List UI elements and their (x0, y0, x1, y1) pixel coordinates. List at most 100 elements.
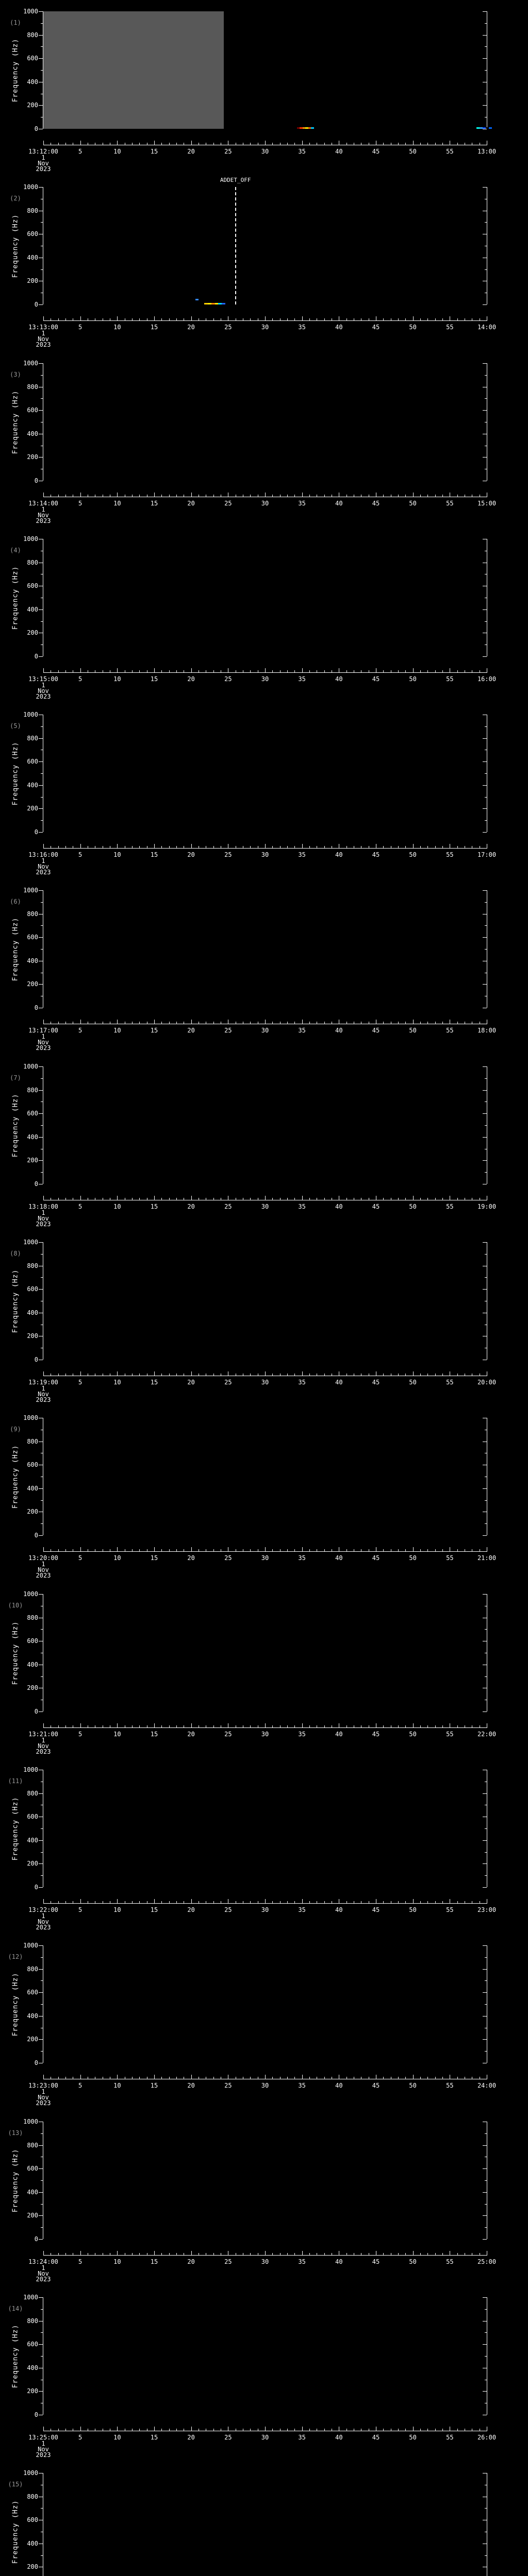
x-tick-label: 35 (298, 148, 306, 155)
x-tick-label: 45 (372, 851, 380, 858)
spectrogram-panel: 0 200 400 600 800 1000 (1) Frequency (Hz) 13:12:… (0, 0, 528, 176)
x-minor-tick (294, 495, 295, 497)
y-tick-label: 600 (27, 934, 38, 941)
x-tick-label: 15 (150, 2258, 158, 2265)
start-time-label: 13:14:00 (28, 500, 58, 507)
y-tick-left (39, 2215, 43, 2216)
x-minor-tick (457, 2077, 458, 2079)
x-major-tick (265, 316, 266, 320)
x-tick-label: 45 (372, 1906, 380, 1913)
x-tick-label: 20 (187, 2258, 195, 2265)
y-axis-label: Frequency (Hz) (11, 38, 20, 103)
x-tick-label: 30 (261, 324, 269, 331)
x-tick-label: 20 (187, 1906, 195, 1913)
x-minor-tick (132, 2253, 133, 2255)
x-axis (43, 1727, 487, 1728)
x-tick-label: 35 (298, 675, 306, 683)
x-major-tick (43, 316, 44, 320)
x-minor-tick (250, 143, 251, 145)
y-tick-left (41, 269, 43, 270)
x-minor-tick (132, 2429, 133, 2431)
x-minor-tick (139, 1901, 140, 1903)
y-tick-label: 400 (27, 2188, 38, 2196)
y-tick-left (41, 398, 43, 399)
date-label: 1 (41, 330, 45, 337)
x-major-tick (412, 1899, 414, 1903)
panel-number-label: (12) (8, 1953, 23, 1960)
x-minor-tick (176, 2253, 177, 2255)
x-tick-label: 55 (446, 324, 454, 331)
y-tick-label: 600 (27, 1813, 38, 1821)
x-minor-tick (132, 1022, 133, 1024)
y-tick-left (39, 1535, 43, 1536)
x-major-tick (154, 2251, 155, 2255)
x-tick-label: 40 (335, 1203, 343, 1210)
speck-segment (296, 127, 300, 129)
x-minor-tick (250, 318, 251, 320)
x-minor-tick (272, 495, 273, 497)
spectrogram-panel: 0 200 400 600 800 1000 (5) Frequency (Hz) 13:16:… (0, 703, 528, 879)
x-major-tick (302, 1020, 303, 1024)
date-label: 2023 (36, 165, 51, 173)
x-minor-tick (324, 318, 325, 320)
y-tick-label: 1000 (23, 2118, 38, 2125)
x-minor-tick (309, 1374, 310, 1376)
x-tick-label: 45 (372, 1731, 380, 1738)
y-tick-label: 200 (27, 2563, 38, 2571)
x-major-tick (191, 1196, 192, 1200)
x-tick-label: 20 (187, 324, 195, 331)
x-major-tick (412, 1547, 414, 1551)
x-minor-tick (139, 2429, 140, 2431)
start-time-label: 13:21:00 (28, 1731, 58, 1738)
x-tick-label: 40 (335, 148, 343, 155)
x-minor-tick (457, 1549, 458, 1551)
start-time-label: 13:18:00 (28, 1203, 58, 1210)
x-minor-tick (65, 2429, 66, 2431)
x-minor-tick (435, 318, 436, 320)
x-minor-tick (405, 2077, 406, 2079)
x-major-tick (43, 1547, 44, 1551)
y-tick-label: 800 (27, 1086, 38, 1094)
x-tick-label: 30 (261, 2082, 269, 2089)
y-axis-label: Frequency (Hz) (11, 741, 20, 806)
x-major-tick (117, 1020, 118, 1024)
x-minor-tick (287, 318, 288, 320)
x-minor-tick (139, 2253, 140, 2255)
y-tick-label: 600 (27, 230, 38, 238)
y-tick-right (483, 1160, 487, 1161)
x-tick-label: 10 (113, 675, 121, 683)
date-label: Nov (38, 1566, 49, 1573)
x-minor-tick (405, 1198, 406, 1200)
y-tick-right (483, 2297, 487, 2298)
x-minor-tick (309, 318, 310, 320)
y-tick-label: 200 (27, 1332, 38, 1340)
end-time-label: 23:00 (477, 1906, 497, 1913)
x-major-tick (43, 1371, 44, 1376)
speck-segment (195, 299, 199, 300)
y-tick-right (483, 2039, 487, 2040)
x-tick-label: 35 (298, 2434, 306, 2441)
y-tick-left (39, 761, 43, 762)
x-minor-tick (294, 1022, 295, 1024)
x-major-tick (302, 1899, 303, 1903)
y-tick-left (41, 1629, 43, 1630)
y-tick-left (39, 2391, 43, 2392)
x-tick-label: 25 (224, 1203, 232, 1210)
x-minor-tick (309, 1725, 310, 1727)
panel-number-label: (10) (8, 1602, 23, 1609)
x-minor-tick (427, 1374, 428, 1376)
x-minor-tick (176, 670, 177, 672)
speck-segment (221, 303, 225, 304)
y-tick-right (483, 2145, 487, 2146)
y-tick-label: 0 (34, 2235, 38, 2243)
y-tick-right (485, 1078, 487, 1079)
x-minor-tick (169, 1901, 170, 1903)
speck-segment (485, 127, 489, 129)
x-tick-label: 50 (409, 675, 417, 683)
x-minor-tick (309, 495, 310, 497)
x-minor-tick (272, 1725, 273, 1727)
y-tick-label: 600 (27, 406, 38, 414)
x-major-tick (154, 1020, 155, 1024)
x-minor-tick (324, 143, 325, 145)
x-tick-label: 10 (113, 2258, 121, 2265)
